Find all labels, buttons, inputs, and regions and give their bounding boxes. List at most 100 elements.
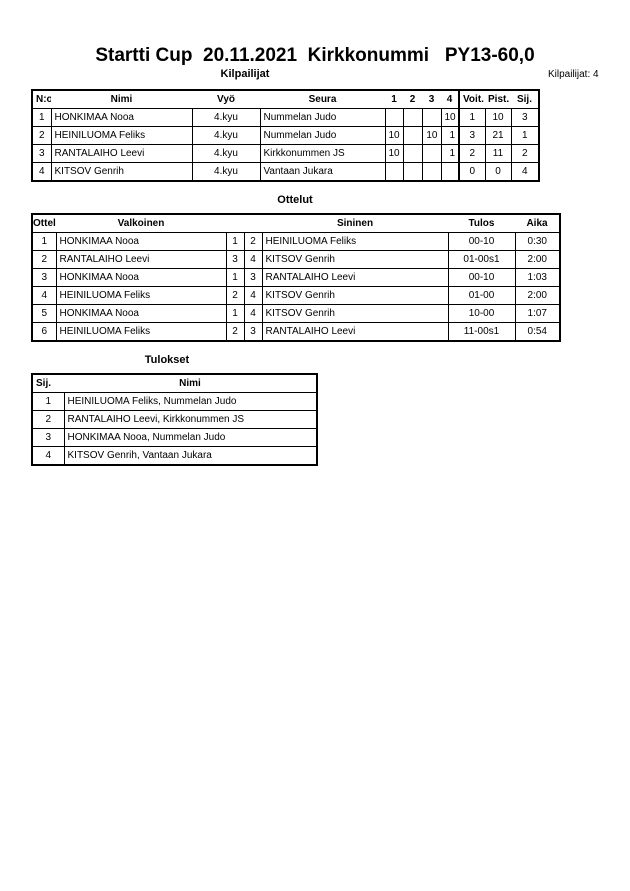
table-row: 1 HONKIMAA Nooa 1 2 HEINILUOMA Feliks 00-10 0:… xyxy=(31,232,561,251)
cell-time: 2:00 xyxy=(514,286,561,305)
cell-s2 xyxy=(402,144,423,163)
column-header: 4 xyxy=(441,89,459,109)
cell-rank: 1 xyxy=(510,126,540,145)
cell-wins: 3 xyxy=(458,126,486,145)
cell-belt: 4.kyu xyxy=(191,126,261,145)
cell-time: 1:03 xyxy=(514,268,561,287)
table-row: 6 HEINILUOMA Feliks 2 3 RANTALAIHO Leevi 11-0… xyxy=(31,322,561,342)
cell-s4: 1 xyxy=(440,144,460,163)
cell-no: 3 xyxy=(31,268,57,287)
cell-s3 xyxy=(421,162,442,182)
cell-s4: 10 xyxy=(440,108,460,127)
cell-points: 11 xyxy=(484,144,512,163)
cell-bn: 3 xyxy=(243,268,263,287)
cell-result: 11-00s1 xyxy=(447,322,516,342)
cell-bn: 3 xyxy=(243,322,263,342)
column-header: Sij. xyxy=(511,89,539,109)
results-heading: Tulokset xyxy=(144,354,190,366)
column-header: 3 xyxy=(422,89,441,109)
cell-s1 xyxy=(384,108,404,127)
cell-no: 5 xyxy=(31,304,57,323)
cell-name: RANTALAIHO Leevi xyxy=(50,144,193,163)
cell-rank: 2 xyxy=(510,144,540,163)
cell-no: 1 xyxy=(31,232,57,251)
cell-s2 xyxy=(402,162,423,182)
cell-s2 xyxy=(402,126,423,145)
column-header: 1 xyxy=(385,89,403,109)
cell-result: 00-10 xyxy=(447,268,516,287)
cell-white: HONKIMAA Nooa xyxy=(55,268,227,287)
cell-club: Nummelan Judo xyxy=(259,126,386,145)
cell-white: RANTALAIHO Leevi xyxy=(55,250,227,269)
cell-s1: 10 xyxy=(384,126,404,145)
page-title: Startti Cup 20.11.2021 Kirkkonummi PY13-… xyxy=(95,45,535,66)
cell-club: Nummelan Judo xyxy=(259,108,386,127)
column-header: Nimi xyxy=(51,89,192,109)
cell-time: 0:54 xyxy=(514,322,561,342)
cell-name: RANTALAIHO Leevi, Kirkkonummen JS xyxy=(63,410,318,429)
table-row: 4 HEINILUOMA Feliks 2 4 KITSOV Genrih 01-00 2:… xyxy=(31,286,561,305)
cell-name: KITSOV Genrih, Vantaan Jukara xyxy=(63,446,318,466)
cell-white: HEINILUOMA Feliks xyxy=(55,286,227,305)
cell-name: HONKIMAA Nooa xyxy=(50,108,193,127)
cell-wn: 1 xyxy=(225,268,245,287)
cell-belt: 4.kyu xyxy=(191,162,261,182)
cell-club: Vantaan Jukara xyxy=(259,162,386,182)
cell-bn: 4 xyxy=(243,286,263,305)
column-header-blank xyxy=(226,213,262,233)
table-row: 3 HONKIMAA Nooa, Nummelan Judo xyxy=(31,428,318,447)
cell-time: 0:30 xyxy=(514,232,561,251)
column-header: Aika xyxy=(515,213,560,233)
cell-result: 01-00 xyxy=(447,286,516,305)
column-header: Valkoinen xyxy=(56,213,226,233)
cell-result: 01-00s1 xyxy=(447,250,516,269)
cell-no: 2 xyxy=(31,250,57,269)
cell-wins: 1 xyxy=(458,108,486,127)
cell-blue: RANTALAIHO Leevi xyxy=(261,268,449,287)
cell-wins: 2 xyxy=(458,144,486,163)
cell-wn: 1 xyxy=(225,232,245,251)
column-header: Voit. xyxy=(458,89,485,109)
results-table: Sij. Nimi 1 HEINILUOMA Feliks, Nummelan Ju… xyxy=(31,373,318,466)
cell-time: 1:07 xyxy=(514,304,561,323)
cell-name: HONKIMAA Nooa, Nummelan Judo xyxy=(63,428,318,447)
competitor-count: Kilpailijat: 4 xyxy=(548,69,599,80)
table-row: 2 HEINILUOMA Feliks 4.kyu Nummelan Judo 10 10… xyxy=(31,126,540,145)
cell-bn: 2 xyxy=(243,232,263,251)
cell-name: HEINILUOMA Feliks, Nummelan Judo xyxy=(63,392,318,411)
column-header: Seura xyxy=(260,89,385,109)
cell-points: 0 xyxy=(484,162,512,182)
cell-s1 xyxy=(384,162,404,182)
cell-s3 xyxy=(421,108,442,127)
cell-white: HEINILUOMA Feliks xyxy=(55,322,227,342)
cell-no: 6 xyxy=(31,322,57,342)
table-row: 2 RANTALAIHO Leevi, Kirkkonummen JS xyxy=(31,410,318,429)
cell-bn: 4 xyxy=(243,304,263,323)
cell-rank: 3 xyxy=(510,108,540,127)
cell-wn: 1 xyxy=(225,304,245,323)
cell-rank: 1 xyxy=(31,392,65,411)
cell-bn: 4 xyxy=(243,250,263,269)
table-row: 2 RANTALAIHO Leevi 3 4 KITSOV Genrih 01-00s1 2… xyxy=(31,250,561,269)
column-header: Sininen xyxy=(262,213,448,233)
column-header: Ottelu xyxy=(32,213,56,233)
table-row: 3 RANTALAIHO Leevi 4.kyu Kirkkonummen JS 10 1… xyxy=(31,144,540,163)
cell-belt: 4.kyu xyxy=(191,108,261,127)
cell-s3 xyxy=(421,144,442,163)
cell-s4: 1 xyxy=(440,126,460,145)
cell-points: 21 xyxy=(484,126,512,145)
column-header: N:o xyxy=(32,89,51,109)
table-row: 1 HONKIMAA Nooa 4.kyu Nummelan Judo 10 1 10 3 xyxy=(31,108,540,127)
cell-club: Kirkkonummen JS xyxy=(259,144,386,163)
cell-s2 xyxy=(402,108,423,127)
table-row: 3 HONKIMAA Nooa 1 3 RANTALAIHO Leevi 00-10 1:0… xyxy=(31,268,561,287)
cell-white: HONKIMAA Nooa xyxy=(55,232,227,251)
cell-white: HONKIMAA Nooa xyxy=(55,304,227,323)
cell-rank: 4 xyxy=(510,162,540,182)
cell-points: 10 xyxy=(484,108,512,127)
cell-s3: 10 xyxy=(421,126,442,145)
cell-wn: 2 xyxy=(225,322,245,342)
cell-belt: 4.kyu xyxy=(191,144,261,163)
cell-blue: KITSOV Genrih xyxy=(261,286,449,305)
cell-no: 4 xyxy=(31,162,52,182)
